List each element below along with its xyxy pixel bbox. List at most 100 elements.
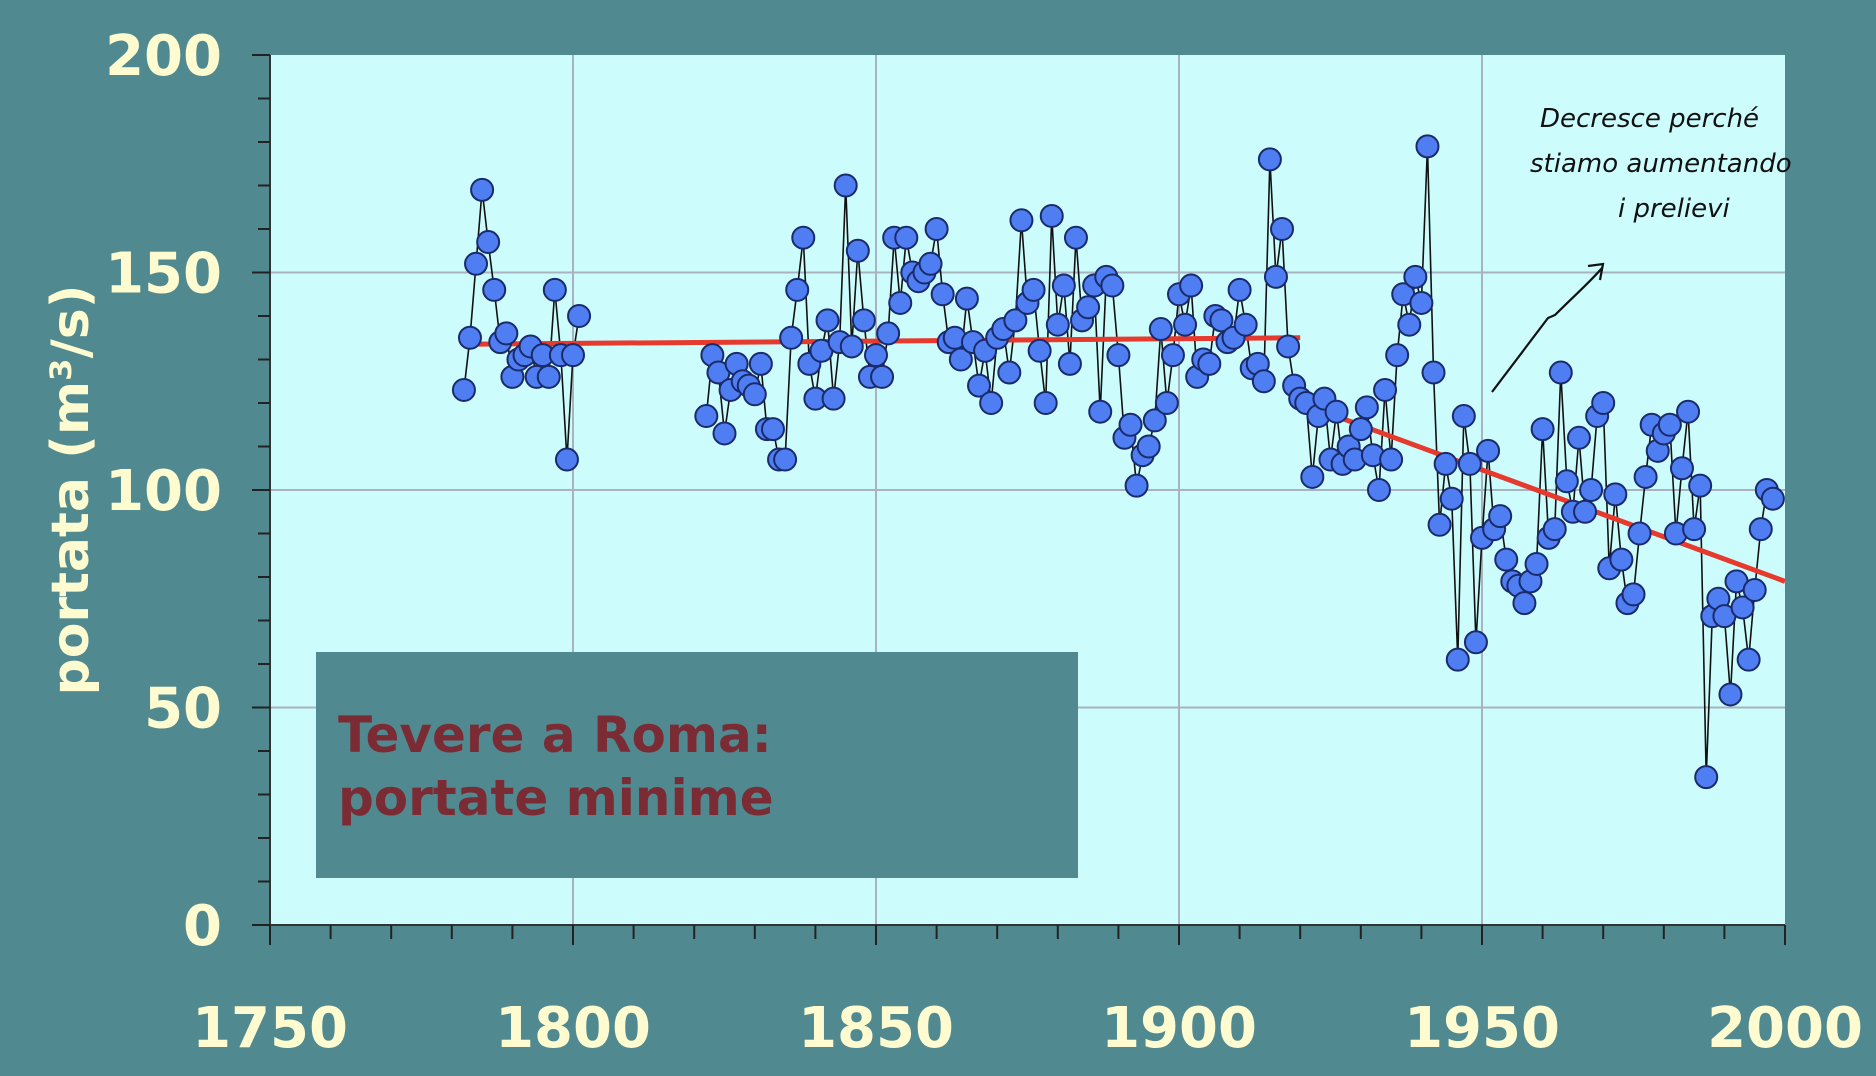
data-point	[1263, 264, 1288, 289]
data-point	[1530, 417, 1555, 442]
data-point	[1742, 578, 1767, 603]
data-point	[470, 177, 495, 202]
data-point	[1124, 473, 1149, 498]
data-point	[954, 286, 979, 311]
data-point	[464, 251, 489, 276]
data-point	[1409, 290, 1434, 315]
data-point	[1148, 317, 1173, 342]
data-point	[888, 290, 913, 315]
data-point	[1451, 404, 1476, 429]
data-point	[457, 325, 482, 350]
note-arrowhead	[1587, 262, 1605, 281]
data-point	[791, 225, 816, 250]
data-point	[1227, 277, 1252, 302]
data-point	[1251, 369, 1276, 394]
data-point	[1088, 399, 1113, 424]
data-point	[536, 364, 561, 389]
data-point	[1118, 412, 1143, 437]
data-point	[451, 377, 476, 402]
data-point	[1445, 647, 1470, 672]
data-point	[1385, 343, 1410, 368]
data-point	[1463, 630, 1488, 655]
data-point	[779, 325, 804, 350]
data-point	[1136, 434, 1161, 459]
y-tick-label: 100	[105, 459, 222, 524]
data-point	[1457, 451, 1482, 476]
note-line-1: Decresce perché	[1540, 104, 1759, 134]
annotation-box-line-2: portate minime	[338, 769, 774, 827]
data-point	[1627, 521, 1652, 546]
data-point	[1057, 351, 1082, 376]
data-point	[1373, 377, 1398, 402]
data-point	[494, 321, 519, 346]
data-point	[1173, 312, 1198, 337]
data-point	[760, 417, 785, 442]
x-tick-label: 1950	[1404, 996, 1560, 1061]
data-point	[773, 447, 798, 472]
data-point	[1063, 225, 1088, 250]
data-point	[1676, 399, 1701, 424]
data-point	[930, 282, 955, 307]
data-point	[561, 343, 585, 368]
data-point	[694, 404, 719, 429]
data-point	[1154, 391, 1179, 415]
data-point	[1021, 277, 1046, 302]
data-point	[1300, 464, 1325, 489]
axes	[252, 54, 1786, 945]
data-point	[1730, 595, 1755, 620]
data-point	[839, 334, 864, 359]
data-point	[1542, 517, 1567, 542]
data-point	[1669, 456, 1694, 481]
data-point	[870, 364, 895, 389]
data-point	[1033, 391, 1058, 415]
data-point	[1439, 486, 1464, 511]
data-point	[1427, 512, 1452, 537]
note-line-3: i prelievi	[1618, 194, 1731, 224]
data-point	[1027, 338, 1052, 363]
data-point	[1633, 464, 1658, 489]
data-point	[1257, 147, 1282, 172]
data-point	[1621, 582, 1646, 607]
data-point	[1609, 547, 1634, 572]
data-point	[1591, 391, 1616, 415]
data-point	[845, 238, 870, 263]
x-tick-labels: 1750 1800 1850 1900 1950 2000	[192, 996, 1863, 1061]
data-point	[1736, 647, 1761, 672]
data-point	[894, 225, 919, 250]
data-point	[1573, 499, 1598, 524]
y-tick-label: 0	[183, 894, 222, 959]
y-tick-label: 200	[105, 24, 222, 89]
data-point	[1494, 547, 1519, 572]
data-point	[1076, 295, 1101, 320]
annotation-box: Tevere a Roma: portate minime	[316, 652, 1078, 878]
data-point	[1566, 425, 1591, 450]
data-point	[1688, 473, 1713, 498]
data-point	[1524, 551, 1549, 576]
data-point	[1324, 399, 1349, 424]
data-point	[1276, 334, 1301, 359]
data-point	[712, 421, 737, 446]
data-point	[1233, 312, 1258, 337]
data-point	[1512, 591, 1537, 616]
data-point	[1682, 517, 1707, 542]
data-point	[1748, 517, 1773, 542]
data-point	[554, 447, 579, 472]
data-point	[1694, 765, 1719, 790]
data-points	[451, 134, 1785, 790]
x-tick-label: 1800	[495, 996, 651, 1061]
data-point	[1718, 682, 1743, 707]
data-point	[1209, 308, 1234, 333]
note-arrow	[1491, 267, 1603, 393]
data-point	[785, 277, 810, 302]
data-point	[1142, 408, 1167, 433]
data-point	[924, 217, 949, 241]
data-point	[1397, 312, 1422, 337]
data-point	[1403, 264, 1428, 289]
data-point	[876, 321, 901, 346]
data-point	[1100, 273, 1125, 298]
annotation-box-line-1: Tevere a Roma:	[338, 706, 772, 764]
data-point	[1009, 208, 1034, 233]
x-tick-label: 1750	[192, 996, 348, 1061]
data-point	[542, 277, 567, 302]
